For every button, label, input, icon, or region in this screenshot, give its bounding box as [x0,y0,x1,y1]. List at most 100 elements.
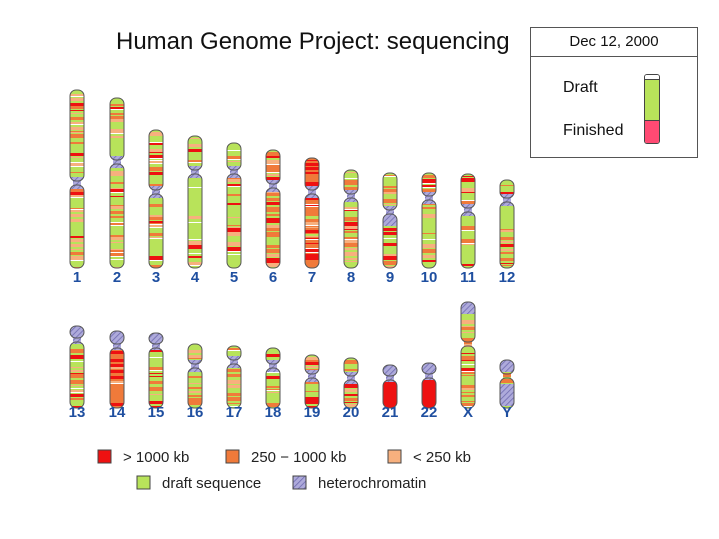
gap-band [70,124,84,125]
gap-band [461,200,475,201]
sequence-band [149,401,163,404]
chromosome-20: 20 [343,357,359,421]
sequence-band [188,395,202,397]
sequence-band [70,394,84,397]
sequence-band [149,394,163,395]
sequence-band [188,149,202,152]
sequence-band [227,227,241,228]
sequence-band [110,175,124,176]
sequence-band [383,266,397,268]
sequence-band [70,370,84,371]
sequence-band [500,230,514,232]
sequence-band [110,235,124,237]
gap-band [70,209,84,210]
chromosome-q-arm-outline [343,197,359,269]
sequence-band [227,225,241,226]
chromosome-p-arm-outline [421,172,437,197]
chromosome-21: 21 [382,364,398,421]
sequence-band [461,356,475,360]
sequence-band [305,357,319,360]
sequence-band [305,234,319,236]
sequence-band [305,167,319,170]
chromosome-label: X [463,404,473,421]
chromosome-11: 11 [460,173,476,286]
sequence-band [383,199,397,203]
sequence-band [344,217,358,221]
sequence-band [149,152,163,153]
chromosome-q-arm-outline [109,163,125,269]
sequence-band [227,374,241,377]
sequence-band [110,249,124,250]
legend-label-gt1000: > 1000 kb [123,449,189,466]
sequence-band [305,160,319,161]
heterochromatin-band [110,156,124,168]
sequence-band [383,189,397,192]
gap-band [461,243,475,244]
sequence-band [500,241,514,243]
sequence-band [344,402,358,403]
sequence-band [461,327,475,330]
sequence-band [188,245,202,249]
gap-band [305,239,319,240]
sequence-band [110,359,124,362]
chromosome-q-arm-outline [499,377,515,409]
gap-band [70,388,84,389]
sequence-band [70,98,84,101]
sequence-band [461,395,475,397]
sequence-band [305,197,319,200]
sequence-band [149,256,163,260]
heterochromatin-band [461,302,475,314]
sequence-band [305,163,319,166]
sequence-band [149,172,163,175]
sequence-band [266,174,280,176]
sequence-band [110,104,124,106]
draft-label: Draft [563,79,598,96]
legend-swatch-draft [136,475,151,490]
chromosome-6: 6 [265,149,281,286]
heterochromatin-band [266,180,280,192]
sequence-band [149,387,163,391]
gap-band [70,96,84,97]
heterochromatin-band [188,166,202,178]
sequence-band [110,188,124,189]
sequence-band [461,401,475,402]
sequence-band [188,402,202,405]
heterochromatin-band [461,204,475,216]
gap-band [188,239,202,240]
sequence-band [266,198,280,201]
legend-swatch-lt250 [387,449,402,464]
sequence-band [500,373,514,377]
chromosome-p-arm-outline [304,157,320,191]
sequence-band [70,134,84,138]
gap-band [305,225,319,226]
chromosome-p-arm-outline [187,135,203,171]
chromosome-q-arm-outline [304,377,320,409]
sequence-band [110,224,124,225]
sequence-band [461,392,475,393]
sequence-band [149,237,163,238]
gap-band [422,183,436,184]
heterochromatin-band [110,331,124,350]
sequence-band [70,236,84,238]
sequence-band [344,187,358,190]
gap-band [227,350,241,351]
sequence-band [383,186,397,188]
sequence-band [461,178,475,182]
chromosome-8: 8 [343,169,359,286]
legend-label-lt250: < 250 kb [413,449,471,466]
gap-band [70,197,84,198]
sequence-band [266,208,280,212]
chromosome-p-arm-outline [343,357,359,377]
sequence-band [266,236,280,237]
sequence-band [344,207,358,209]
gap-band [227,406,241,407]
sequence-band [461,188,475,192]
sequence-band [266,245,280,248]
sequence-band [149,367,163,370]
sequence-band [305,258,319,259]
chromosome-15: 15 [148,332,164,421]
sequence-band [344,180,358,181]
sequence-band [305,366,319,368]
chromosome-label: 9 [386,269,394,286]
